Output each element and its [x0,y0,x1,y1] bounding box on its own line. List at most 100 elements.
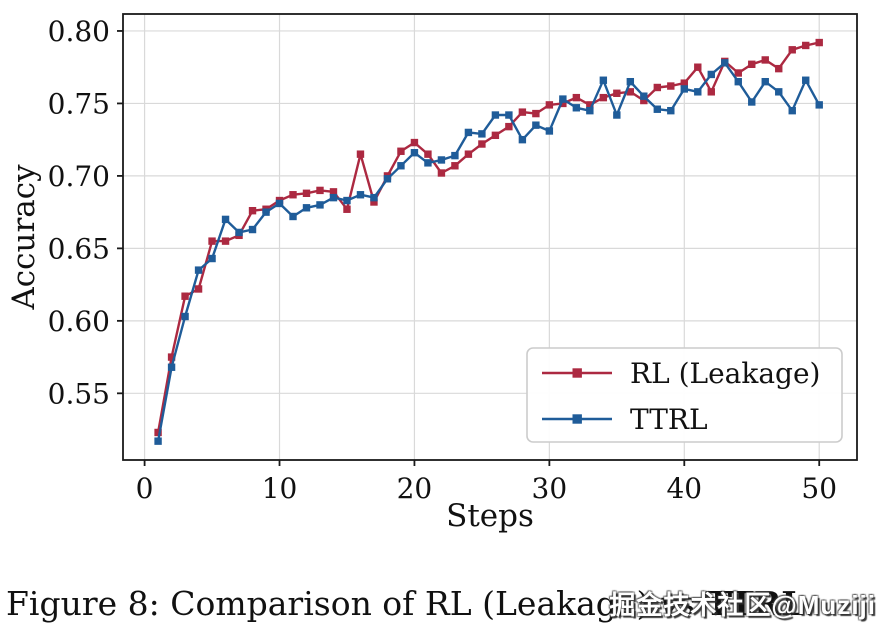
data-point-marker [626,88,635,96]
data-point-marker [451,151,459,160]
data-point-marker [788,106,796,115]
x-axis: 0 10 20 30 40 50 [136,460,837,505]
gridlines [123,14,857,460]
caption-prefix: Figure 8: Comparison of RL (Leakage) [6,584,660,623]
data-point-marker [775,88,783,96]
caption-period: . [804,584,815,623]
data-point-marker [640,96,648,105]
data-point-marker [653,83,662,92]
accuracy-vs-steps-chart: 0 10 20 30 40 50 0.55 0.60 0.65 0.70 0.75 0.80 Steps… [6,13,858,534]
data-point-marker [370,198,378,206]
data-point-marker [154,428,162,437]
data-point-marker [788,46,796,54]
legend-entry: RL (Leakage) [542,357,820,390]
data-point-marker [478,140,486,148]
data-point-marker [667,82,675,90]
plot-border [122,13,858,461]
data-point-marker [815,38,823,47]
data-point-marker [289,212,297,221]
data-point-marker [640,92,648,100]
x-tick-label: 20 [397,472,433,505]
data-point-marker [734,69,742,77]
data-point-marker [397,147,405,155]
data-point-marker [208,237,216,245]
x-tick-label: 10 [262,472,298,505]
data-point-marker [532,121,540,129]
data-point-marker [572,104,581,112]
data-point-marker [748,98,756,106]
data-point-marker [464,150,473,158]
data-point-marker [356,191,365,199]
data-point-marker [518,108,527,116]
data-point-marker [707,88,715,96]
data-point-marker [221,237,230,245]
legend-entry: TTRL [542,403,708,436]
data-point-marker [491,111,500,119]
data-point-marker [505,122,513,131]
data-point-marker [761,56,769,64]
data-point-marker [505,111,513,119]
x-tick-label: 0 [136,472,154,505]
data-point-marker [262,208,270,216]
data-point-marker [181,292,189,300]
figure-caption: Figure 8: Comparison of RL (Leakage) vs … [6,584,882,623]
data-point-marker [694,88,702,96]
data-point-marker [370,193,378,202]
watermark: 掘金技术社区@Muziji [609,590,876,620]
data-point-marker [221,215,230,224]
data-point-marker [302,189,311,197]
data-point-marker [329,193,338,202]
legend-sample-marker [572,368,582,378]
data-point-marker [424,159,432,167]
data-point-marker [437,156,446,164]
data-point-marker [437,169,446,177]
y-axis: 0.55 0.60 0.65 0.70 0.75 0.80 [48,15,123,410]
data-point-marker [545,101,554,109]
data-point-marker [491,131,500,140]
data-point-marker [248,206,257,215]
data-point-marker [518,135,527,144]
data-point-marker [599,76,608,84]
data-point-marker [316,186,324,195]
data-point-marker [599,93,608,102]
data-point-marker [464,128,473,137]
data-point-marker [383,175,392,183]
chart-svg: 0 10 20 30 40 50 0.55 0.60 0.65 0.70 0.75 0.80 Steps… [6,13,858,534]
x-tick-label: 50 [801,472,837,505]
data-point-marker [424,150,432,158]
caption-vs: vs [659,584,696,623]
data-point-marker [559,99,567,108]
data-point-marker [545,127,554,135]
x-tick-label: 40 [666,472,702,505]
data-point-marker [478,130,486,138]
y-tick-label: 0.65 [48,232,110,265]
data-point-marker [235,228,243,237]
data-point-marker [653,105,662,113]
data-point-marker [802,76,810,84]
data-point-marker [356,150,365,158]
data-point-marker [167,363,176,371]
data-point-marker [410,138,419,147]
caption-subject: TTRL [705,584,805,623]
legend-sample-marker [572,414,582,424]
data-point-marker [761,77,769,86]
data-point-marker [680,79,688,87]
data-point-marker [694,63,702,71]
data-point-marker [559,95,567,103]
legend-label: TTRL [630,403,708,436]
data-point-marker [586,101,594,109]
data-point-marker [208,254,216,263]
y-tick-label: 0.60 [48,305,110,338]
data-point-marker [194,266,203,274]
y-tick-label: 0.55 [48,377,110,410]
data-point-marker [343,205,351,213]
data-point-marker [680,85,688,93]
data-point-marker [815,101,823,109]
data-point-marker [775,64,783,73]
data-point-marker [343,196,351,205]
y-tick-label: 0.75 [48,87,110,120]
data-point-marker [626,77,635,86]
data-point-marker [707,70,715,79]
data-point-marker [289,191,297,199]
data-point-marker [329,188,338,196]
